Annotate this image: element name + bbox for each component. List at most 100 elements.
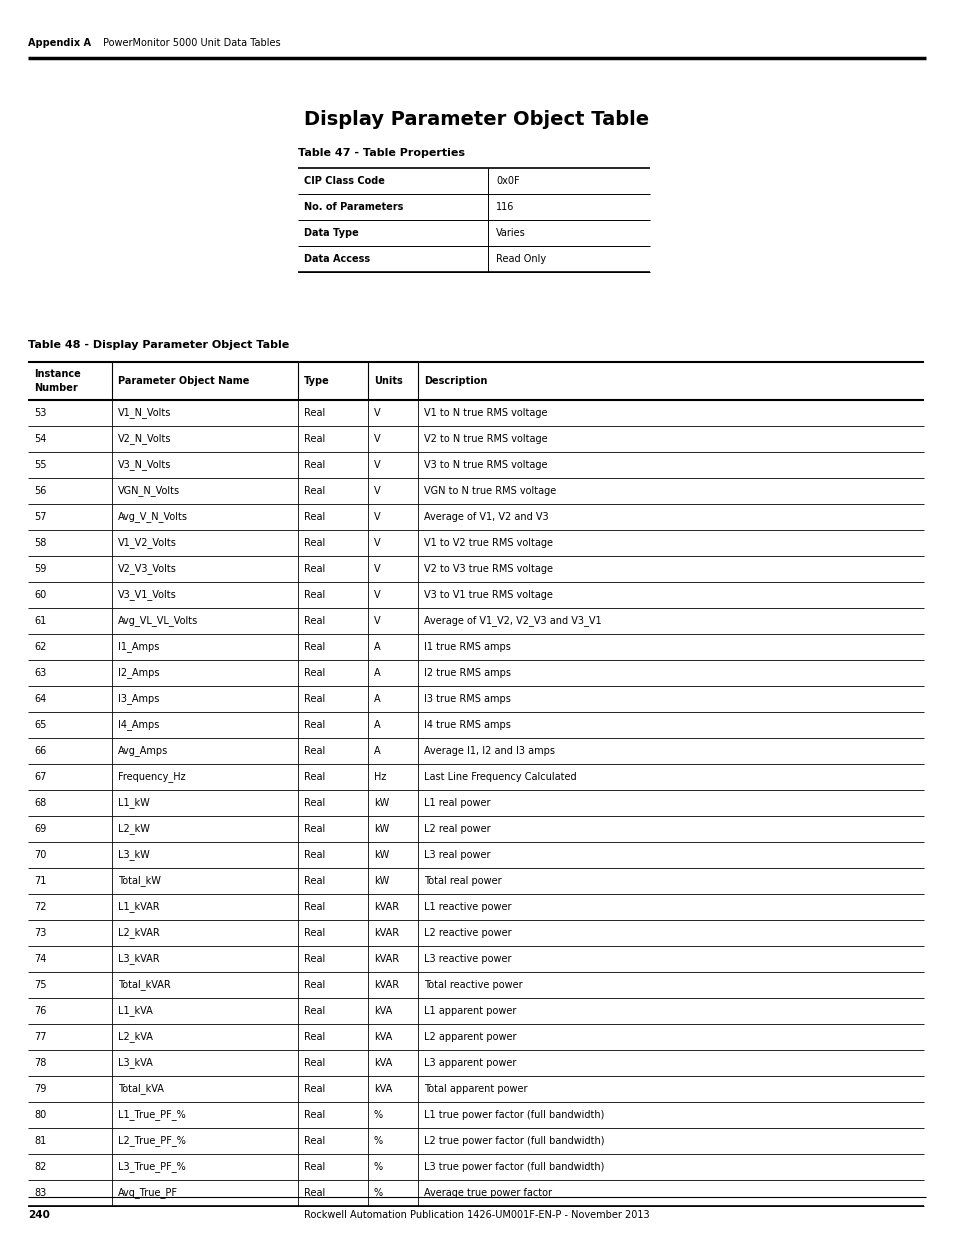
- Text: Type: Type: [304, 375, 330, 387]
- Text: 83: 83: [34, 1188, 46, 1198]
- Text: I2 true RMS amps: I2 true RMS amps: [423, 668, 511, 678]
- Text: 58: 58: [34, 538, 47, 548]
- Text: I4_Amps: I4_Amps: [118, 720, 159, 730]
- Text: V: V: [374, 433, 380, 445]
- Text: Real: Real: [304, 981, 325, 990]
- Text: L3_kVA: L3_kVA: [118, 1057, 152, 1068]
- Text: 62: 62: [34, 642, 47, 652]
- Text: 55: 55: [34, 459, 47, 471]
- Text: kW: kW: [374, 824, 389, 834]
- Text: kW: kW: [374, 798, 389, 808]
- Text: Real: Real: [304, 1032, 325, 1042]
- Text: Total_kW: Total_kW: [118, 876, 161, 887]
- Text: L3 reactive power: L3 reactive power: [423, 953, 511, 965]
- Text: Avg_VL_VL_Volts: Avg_VL_VL_Volts: [118, 615, 198, 626]
- Text: Real: Real: [304, 616, 325, 626]
- Text: L1_kVAR: L1_kVAR: [118, 902, 159, 913]
- Text: Description: Description: [423, 375, 487, 387]
- Text: A: A: [374, 720, 380, 730]
- Text: Varies: Varies: [496, 228, 525, 238]
- Text: Total apparent power: Total apparent power: [423, 1084, 527, 1094]
- Text: Real: Real: [304, 850, 325, 860]
- Text: 60: 60: [34, 590, 46, 600]
- Text: Hz: Hz: [374, 772, 386, 782]
- Text: Real: Real: [304, 1007, 325, 1016]
- Text: VGN_N_Volts: VGN_N_Volts: [118, 485, 180, 496]
- Text: Real: Real: [304, 538, 325, 548]
- Text: 71: 71: [34, 876, 47, 885]
- Text: Real: Real: [304, 1162, 325, 1172]
- Text: L2_kW: L2_kW: [118, 824, 150, 835]
- Text: kVAR: kVAR: [374, 981, 398, 990]
- Text: 77: 77: [34, 1032, 47, 1042]
- Text: Units: Units: [374, 375, 402, 387]
- Text: Real: Real: [304, 902, 325, 911]
- Text: V1_N_Volts: V1_N_Volts: [118, 408, 172, 419]
- Text: Rockwell Automation Publication 1426-UM001F-EN-P - November 2013: Rockwell Automation Publication 1426-UM0…: [304, 1210, 649, 1220]
- Text: %: %: [374, 1188, 383, 1198]
- Text: L3 true power factor (full bandwidth): L3 true power factor (full bandwidth): [423, 1162, 604, 1172]
- Text: Instance: Instance: [34, 369, 81, 379]
- Text: L2_kVA: L2_kVA: [118, 1031, 152, 1042]
- Text: Avg_True_PF: Avg_True_PF: [118, 1188, 178, 1198]
- Text: 56: 56: [34, 487, 47, 496]
- Text: 79: 79: [34, 1084, 47, 1094]
- Text: V: V: [374, 564, 380, 574]
- Text: kVAR: kVAR: [374, 927, 398, 939]
- Text: 0x0F: 0x0F: [496, 177, 519, 186]
- Text: V: V: [374, 538, 380, 548]
- Text: V: V: [374, 408, 380, 417]
- Text: Real: Real: [304, 1188, 325, 1198]
- Text: I1 true RMS amps: I1 true RMS amps: [423, 642, 511, 652]
- Text: L3_kVAR: L3_kVAR: [118, 953, 159, 965]
- Text: A: A: [374, 694, 380, 704]
- Text: Real: Real: [304, 590, 325, 600]
- Text: V1 to V2 true RMS voltage: V1 to V2 true RMS voltage: [423, 538, 553, 548]
- Text: No. of Parameters: No. of Parameters: [304, 203, 403, 212]
- Text: 73: 73: [34, 927, 47, 939]
- Text: Average I1, I2 and I3 amps: Average I1, I2 and I3 amps: [423, 746, 555, 756]
- Text: 68: 68: [34, 798, 46, 808]
- Text: Real: Real: [304, 564, 325, 574]
- Text: L1_kVA: L1_kVA: [118, 1005, 152, 1016]
- Text: I1_Amps: I1_Amps: [118, 641, 159, 652]
- Text: L2 real power: L2 real power: [423, 824, 490, 834]
- Text: L3_kW: L3_kW: [118, 850, 150, 861]
- Text: V3 to N true RMS voltage: V3 to N true RMS voltage: [423, 459, 547, 471]
- Text: Total real power: Total real power: [423, 876, 501, 885]
- Text: I4 true RMS amps: I4 true RMS amps: [423, 720, 511, 730]
- Text: 80: 80: [34, 1110, 46, 1120]
- Text: kVAR: kVAR: [374, 902, 398, 911]
- Text: A: A: [374, 668, 380, 678]
- Text: 74: 74: [34, 953, 47, 965]
- Text: kVA: kVA: [374, 1058, 392, 1068]
- Text: Real: Real: [304, 824, 325, 834]
- Text: 53: 53: [34, 408, 47, 417]
- Text: V2_V3_Volts: V2_V3_Volts: [118, 563, 176, 574]
- Text: %: %: [374, 1136, 383, 1146]
- Text: 63: 63: [34, 668, 46, 678]
- Text: Real: Real: [304, 459, 325, 471]
- Text: L3 real power: L3 real power: [423, 850, 490, 860]
- Text: kVA: kVA: [374, 1032, 392, 1042]
- Text: L2 true power factor (full bandwidth): L2 true power factor (full bandwidth): [423, 1136, 604, 1146]
- Text: kW: kW: [374, 876, 389, 885]
- Text: Real: Real: [304, 746, 325, 756]
- Text: CIP Class Code: CIP Class Code: [304, 177, 384, 186]
- Text: L1 true power factor (full bandwidth): L1 true power factor (full bandwidth): [423, 1110, 604, 1120]
- Text: 54: 54: [34, 433, 47, 445]
- Text: PowerMonitor 5000 Unit Data Tables: PowerMonitor 5000 Unit Data Tables: [103, 38, 280, 48]
- Text: Number: Number: [34, 383, 77, 393]
- Text: Avg_Amps: Avg_Amps: [118, 746, 168, 757]
- Text: L1 reactive power: L1 reactive power: [423, 902, 511, 911]
- Text: Total_kVAR: Total_kVAR: [118, 979, 171, 990]
- Text: L3 apparent power: L3 apparent power: [423, 1058, 516, 1068]
- Text: VGN to N true RMS voltage: VGN to N true RMS voltage: [423, 487, 556, 496]
- Text: V1_V2_Volts: V1_V2_Volts: [118, 537, 176, 548]
- Text: L1_kW: L1_kW: [118, 798, 150, 809]
- Text: Average of V1, V2 and V3: Average of V1, V2 and V3: [423, 513, 548, 522]
- Text: 61: 61: [34, 616, 46, 626]
- Text: V2_N_Volts: V2_N_Volts: [118, 433, 172, 445]
- Text: Real: Real: [304, 953, 325, 965]
- Text: %: %: [374, 1110, 383, 1120]
